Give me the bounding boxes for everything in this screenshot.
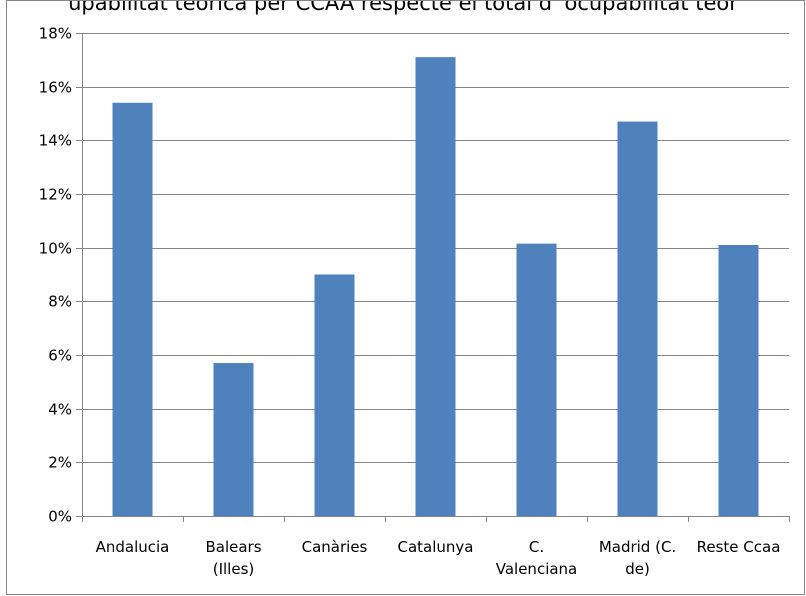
y-tick-label: 8% [48,293,72,311]
y-tick-label: 6% [48,347,72,365]
x-category-label-line: Canàries [302,538,368,556]
bar [415,57,456,517]
x-category-label-line: Madrid (C. [599,538,676,556]
y-tick-label: 2% [48,454,72,472]
x-category-label: C. Valenciana [496,538,578,578]
bar [112,102,153,517]
bars [112,57,759,517]
y-tick-label: 0% [48,508,72,526]
axes [76,33,790,522]
x-category-label-line: (Illes) [213,560,255,578]
y-tick-label: 18% [39,25,72,43]
x-category-label-line: C. [529,538,544,556]
x-category-label-line: de) [625,560,650,578]
y-tick-label: 16% [39,79,72,97]
x-category-label: Madrid (C. de) [599,538,676,578]
chart-border [6,0,805,595]
x-category-label: Balears (Illes) [205,538,261,578]
y-tick-label: 12% [39,186,72,204]
bar [314,274,355,516]
y-tick-label: 14% [39,132,72,150]
chart-title: upabilitat teòrica per CCAA respecte el … [68,0,738,15]
x-category-label-line: Valenciana [496,560,578,578]
x-category-label: Reste Ccaa [697,538,781,556]
x-category-label-line: Andalucia [96,538,170,556]
y-tick-label: 4% [48,401,72,419]
x-category-label: Catalunya [398,538,474,556]
x-category-label-line: Balears [205,538,261,556]
bar [617,121,658,517]
y-tick-labels: 0% 2% 4% 6% 8% 10% 12% 14% 16% 18% [39,25,72,526]
bar [718,244,759,516]
x-category-labels: Andalucia Balears (Illes) Canàries Catalunya… [96,538,781,578]
x-category-label: Andalucia [96,538,170,556]
x-category-label: Canàries [302,538,368,556]
y-tick-label: 10% [39,240,72,258]
x-category-label-line: Catalunya [398,538,474,556]
bar [213,363,254,516]
x-category-label-line: Reste Ccaa [697,538,781,556]
bar [516,243,557,516]
